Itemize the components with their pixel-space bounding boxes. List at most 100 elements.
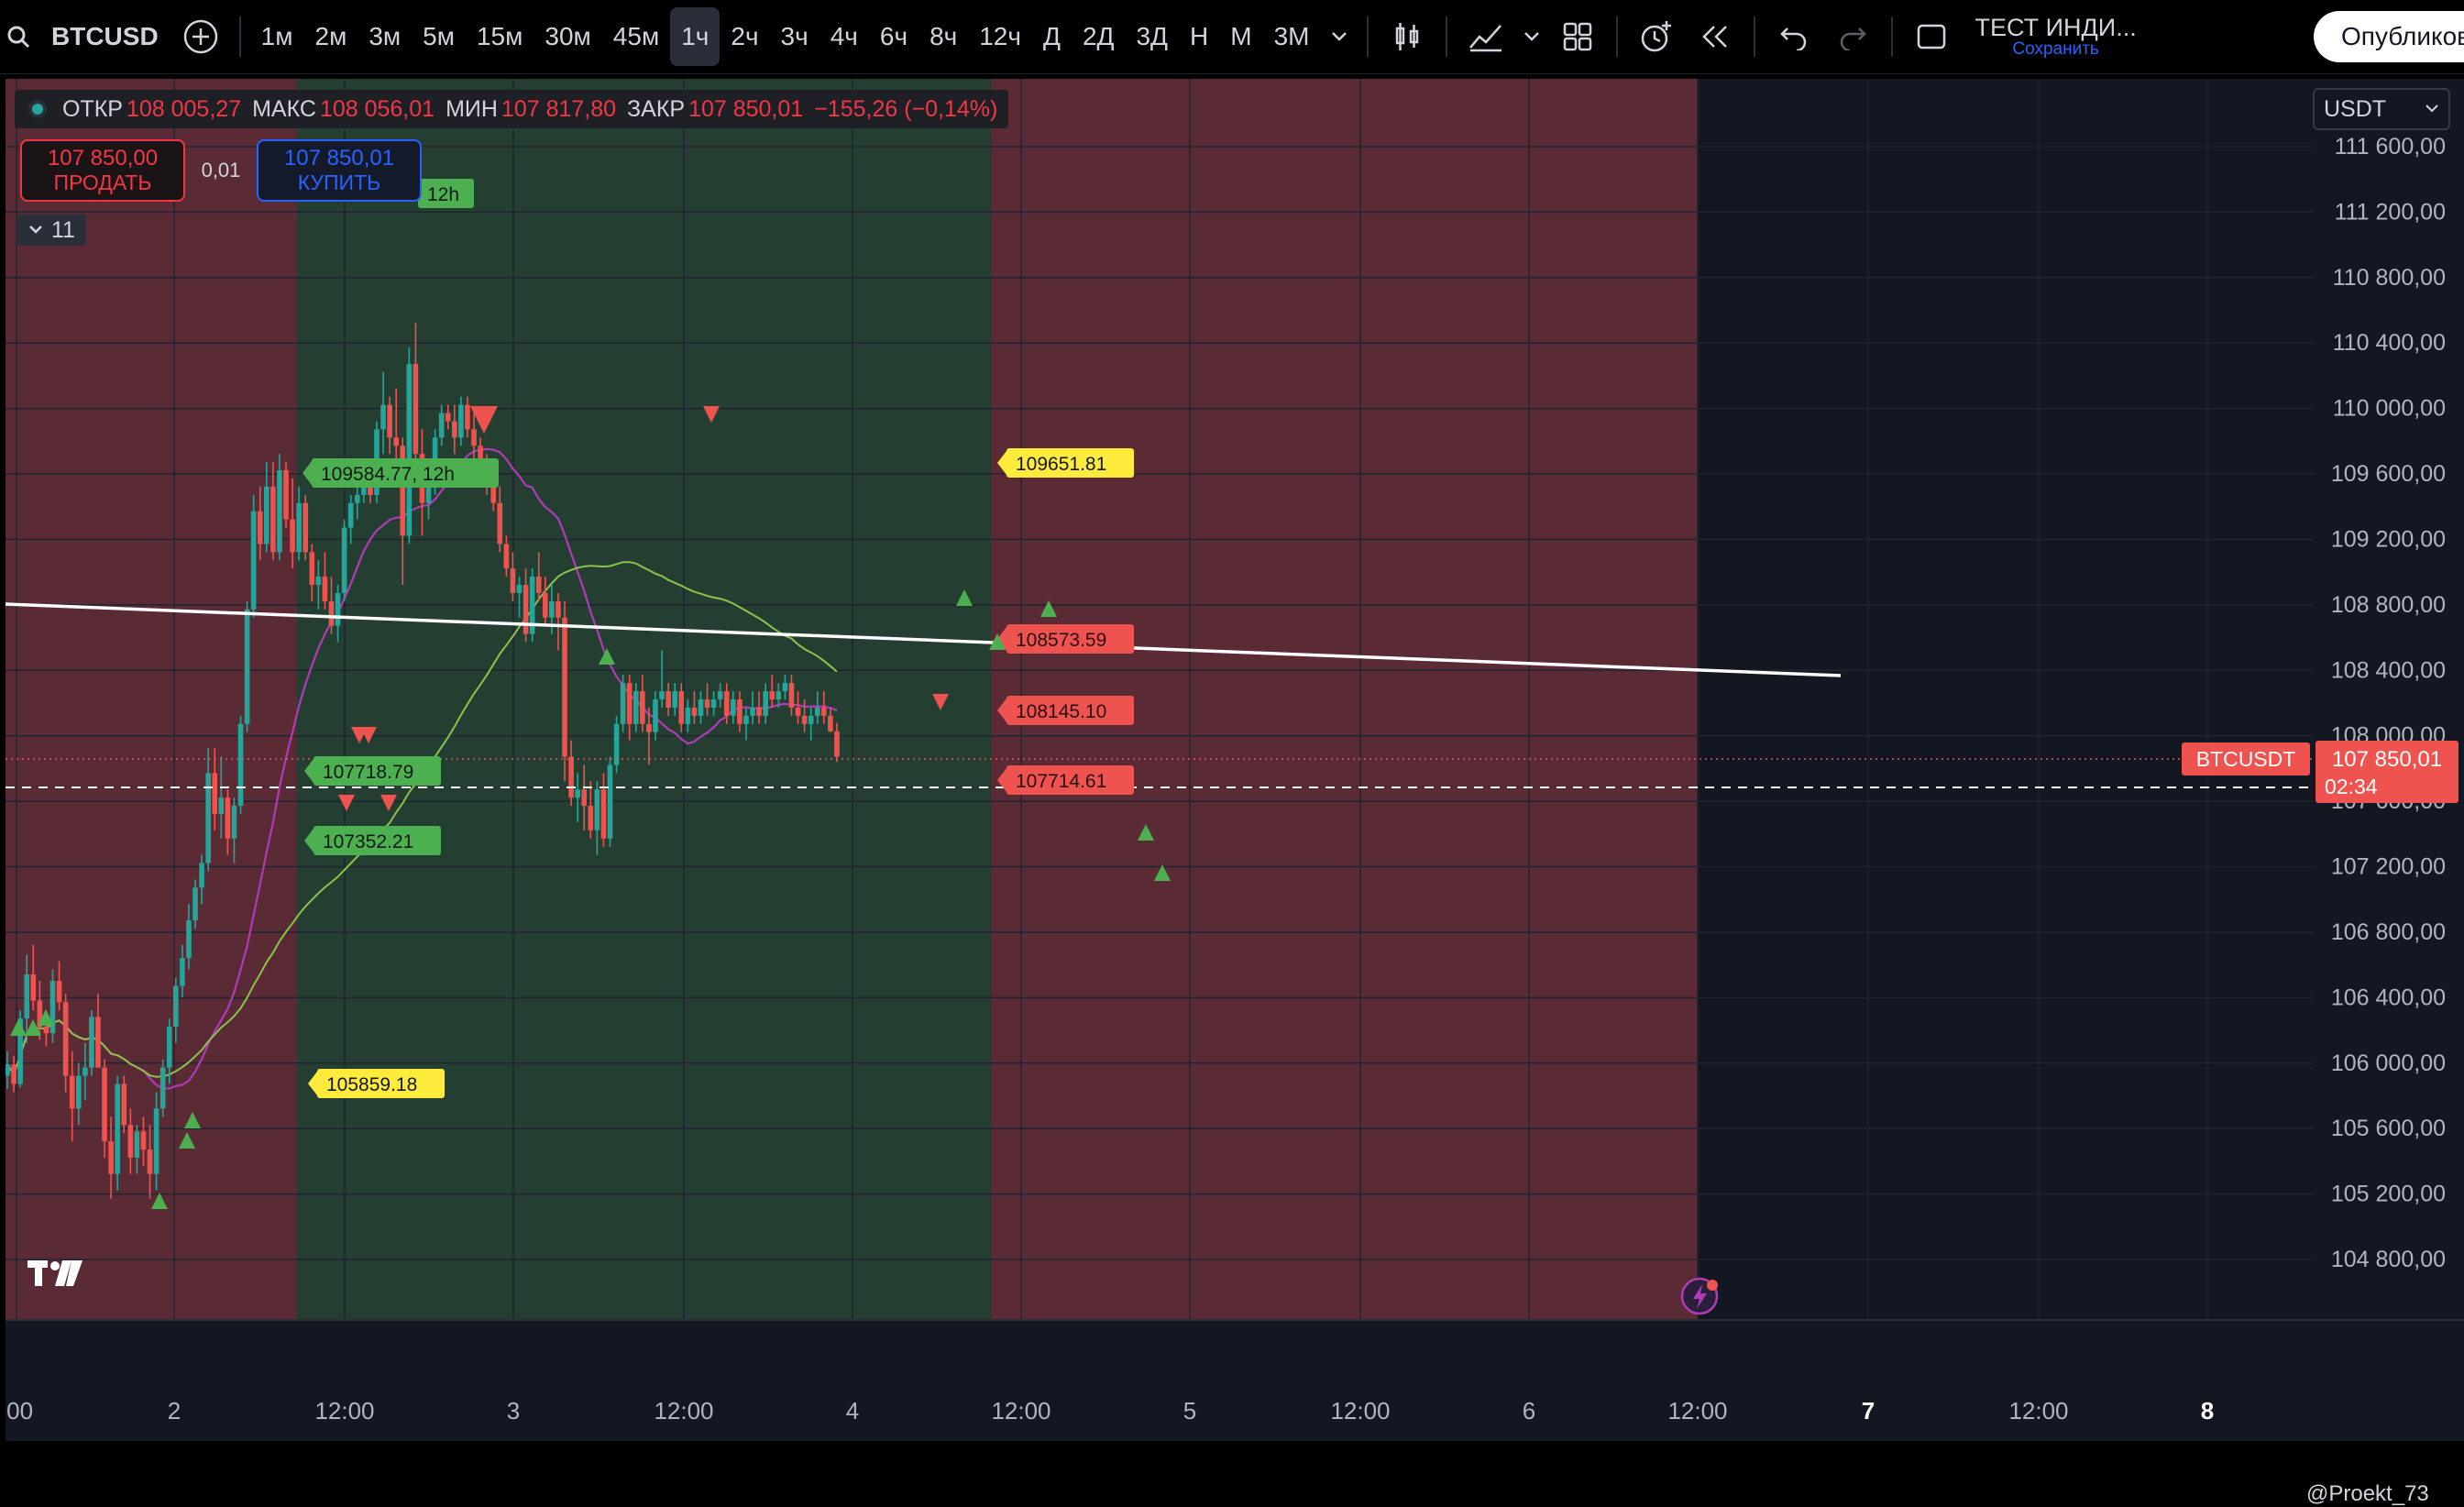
candle[interactable] — [218, 756, 225, 839]
layout-grid-icon[interactable] — [1548, 7, 1607, 66]
candles-icon[interactable] — [1378, 7, 1436, 66]
candle[interactable] — [69, 1050, 75, 1142]
interval-1[interactable]: 2м — [314, 22, 347, 50]
candle[interactable] — [225, 789, 231, 855]
candle[interactable] — [50, 969, 56, 1043]
candle[interactable] — [659, 650, 665, 708]
level-label-red[interactable]: 108145.10 — [997, 696, 1134, 725]
candle[interactable] — [828, 707, 833, 732]
candle[interactable] — [192, 879, 198, 929]
candle[interactable] — [17, 1010, 23, 1088]
candle[interactable] — [834, 722, 840, 763]
candle[interactable] — [795, 691, 801, 724]
candle[interactable] — [710, 691, 717, 716]
interval-0[interactable]: 1м — [260, 22, 293, 50]
candle[interactable] — [6, 1050, 10, 1089]
candle[interactable] — [244, 600, 250, 732]
candle[interactable] — [814, 691, 820, 724]
alert-icon[interactable] — [1627, 7, 1686, 66]
candle[interactable] — [562, 600, 567, 782]
search-icon[interactable] — [0, 7, 37, 66]
candle[interactable] — [821, 691, 827, 724]
currency-select[interactable]: USDT — [2313, 88, 2450, 130]
candle[interactable] — [620, 675, 626, 732]
candle[interactable] — [205, 748, 211, 872]
candle[interactable] — [646, 707, 652, 765]
candle[interactable] — [11, 1056, 16, 1093]
interval-8[interactable]: 2ч — [731, 22, 759, 50]
candle[interactable] — [322, 552, 328, 610]
candle[interactable] — [115, 1075, 120, 1191]
candle[interactable] — [653, 691, 658, 741]
candle[interactable] — [393, 388, 399, 463]
candle[interactable] — [380, 371, 386, 455]
candle[interactable] — [607, 756, 613, 847]
interval-10[interactable]: 4ч — [830, 22, 858, 50]
candle[interactable] — [769, 675, 776, 708]
indicators-collapse-button[interactable]: 11 — [16, 214, 86, 246]
candle[interactable] — [522, 568, 529, 643]
candle[interactable] — [452, 404, 457, 455]
interval-14[interactable]: Д — [1042, 22, 1061, 50]
candle[interactable] — [302, 494, 309, 561]
candle[interactable] — [731, 691, 736, 724]
candle[interactable] — [212, 748, 218, 830]
candle[interactable] — [808, 707, 814, 741]
candle[interactable] — [102, 1059, 107, 1158]
candle[interactable] — [341, 519, 347, 601]
candle[interactable] — [180, 944, 185, 997]
candle[interactable] — [160, 1059, 166, 1117]
interval-7[interactable]: 1ч — [670, 7, 720, 66]
interval-3[interactable]: 5м — [423, 22, 455, 50]
candle[interactable] — [309, 544, 315, 601]
candle[interactable] — [626, 675, 632, 741]
candle[interactable] — [743, 707, 749, 741]
candle[interactable] — [296, 486, 302, 561]
candle[interactable] — [387, 396, 392, 455]
candle[interactable] — [756, 691, 762, 724]
candle[interactable] — [335, 585, 341, 643]
interval-2[interactable]: 3м — [368, 22, 402, 50]
template-save-link[interactable]: Сохранить — [2012, 39, 2099, 60]
publish-button[interactable]: Опубликов — [2314, 11, 2464, 62]
level-label-small[interactable]: 12h — [418, 179, 474, 208]
candle[interactable] — [140, 1116, 147, 1166]
candle[interactable] — [134, 1125, 140, 1174]
candle[interactable] — [315, 560, 322, 610]
interval-19[interactable]: 3М — [1273, 22, 1310, 50]
candle[interactable] — [503, 535, 510, 578]
candle[interactable] — [108, 1116, 114, 1199]
last-price-tag[interactable]: BTCUSDT 107 850,01 02:34 — [2182, 741, 2458, 803]
candle[interactable] — [347, 494, 354, 544]
time-axis[interactable] — [6, 1320, 2464, 1441]
candle[interactable] — [600, 773, 607, 847]
candle[interactable] — [153, 1092, 160, 1191]
candle[interactable] — [121, 1075, 127, 1134]
symbol-search-button[interactable]: BTCUSD — [51, 22, 159, 50]
candle[interactable] — [237, 715, 244, 814]
candle[interactable] — [250, 494, 257, 618]
candle[interactable] — [529, 568, 535, 643]
candle[interactable] — [127, 1108, 134, 1174]
candle[interactable] — [270, 462, 276, 561]
level-label-yellow[interactable]: 105859.18 — [308, 1069, 445, 1098]
candle[interactable] — [575, 773, 580, 822]
candle[interactable] — [782, 675, 788, 699]
undo-icon[interactable] — [1765, 7, 1823, 66]
chevron-down-icon[interactable] — [1515, 7, 1548, 66]
candle[interactable] — [328, 577, 335, 634]
chevron-down-icon[interactable] — [1321, 7, 1358, 66]
interval-12[interactable]: 8ч — [930, 22, 958, 50]
candle[interactable] — [497, 486, 503, 553]
interval-9[interactable]: 3ч — [780, 22, 808, 50]
candle[interactable] — [465, 396, 470, 438]
candle[interactable] — [750, 691, 755, 724]
candle[interactable] — [283, 462, 289, 528]
chart-area[interactable]: 109584.77, 12h 109651.81 105859.18 107718.7… — [6, 79, 2464, 1506]
candle[interactable] — [723, 683, 730, 724]
candle[interactable] — [445, 404, 451, 430]
lightning-icon[interactable] — [1680, 1277, 1719, 1315]
interval-15[interactable]: 2Д — [1082, 22, 1115, 50]
candle[interactable] — [640, 675, 645, 732]
candle[interactable] — [516, 577, 522, 618]
